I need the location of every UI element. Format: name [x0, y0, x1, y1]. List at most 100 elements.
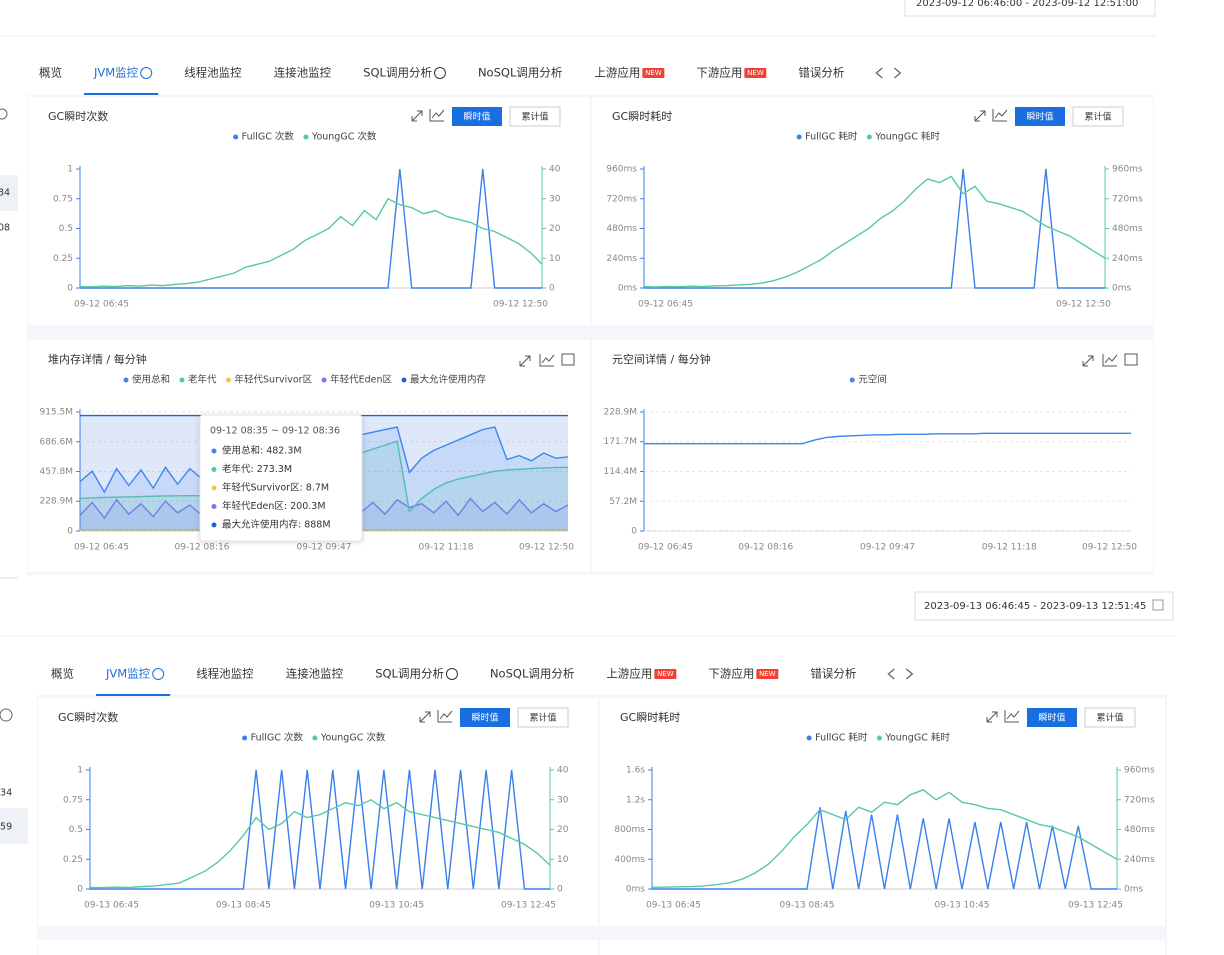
tooltip-marker: [211, 448, 217, 454]
chart-title: GC瞬时耗时: [620, 711, 680, 724]
legend-marker: [401, 377, 407, 383]
button[interactable]: [517, 707, 569, 728]
y-tick-label: 0.5: [69, 825, 83, 835]
sidebar-item: 959: [0, 822, 12, 833]
button-primary[interactable]: [460, 708, 510, 727]
tab[interactable]: SQL调用分析: [375, 667, 444, 681]
new-badge-text: NEW: [645, 69, 662, 77]
date-range-box[interactable]: [914, 591, 1174, 621]
calendar-icon[interactable]: [1152, 599, 1164, 611]
x-tick-label: 09-13 10:45: [369, 901, 424, 911]
legend-label: YoungGC 次数: [311, 131, 377, 143]
tab[interactable]: JVM监控: [93, 66, 139, 80]
tab[interactable]: 连接池监控: [286, 667, 344, 681]
y-tick-label: 0: [67, 527, 73, 537]
date-range[interactable]: 2023-09-13 06:46:45 - 2023-09-13 12:51:4…: [924, 601, 1146, 612]
y2-tick-label: 240ms: [1124, 855, 1155, 865]
tooltip-item: 最大允许使用内存: 888M: [222, 519, 331, 531]
y-tick-label: 960ms: [606, 165, 637, 175]
x-tick-label: 09-12 09:47: [860, 543, 915, 553]
legend-marker: [849, 377, 855, 383]
y2-tick-label: 40: [549, 165, 561, 175]
legend-label: FullGC 次数: [242, 131, 295, 143]
y2-tick-label: 240ms: [1112, 254, 1143, 264]
button[interactable]: [1072, 106, 1124, 127]
button-text: 瞬时值: [471, 712, 498, 724]
scroll-arrows[interactable]: [887, 668, 914, 680]
y-tick-label: 0.75: [53, 194, 73, 204]
table-icon[interactable]: [561, 353, 575, 366]
tab[interactable]: 线程池监控: [196, 667, 254, 681]
tab[interactable]: 上游应用: [594, 66, 640, 80]
tab[interactable]: SQL调用分析: [363, 66, 432, 80]
chart-title: GC瞬时耗时: [612, 110, 672, 123]
tab[interactable]: 连接池监控: [274, 66, 332, 80]
date-range[interactable]: 2023-09-12 06:46:00 - 2023-09-12 12:51:0…: [916, 0, 1138, 9]
line-chart-icon[interactable]: [429, 109, 445, 122]
button-primary[interactable]: [1027, 708, 1077, 727]
tab[interactable]: 错误分析: [810, 667, 856, 681]
search-icon[interactable]: [0, 108, 8, 120]
x-tick-label: 09-13 08:45: [780, 901, 835, 911]
expand-icon[interactable]: [986, 711, 998, 723]
tab[interactable]: 下游应用: [696, 66, 742, 80]
y-tick-label: 171.7M: [603, 437, 637, 447]
y2-tick-label: 0: [549, 284, 555, 294]
line-chart-icon[interactable]: [992, 109, 1008, 122]
x-tick-label: 09-13 12:45: [501, 901, 556, 911]
tab[interactable]: 错误分析: [798, 66, 844, 80]
y-tick-label: 457.8M: [39, 467, 73, 477]
chart-card: [600, 940, 1165, 955]
tooltip-marker: [211, 467, 217, 472]
line-chart-icon[interactable]: [437, 710, 453, 723]
sidebar-selected: [0, 808, 28, 844]
tab[interactable]: NoSQL调用分析: [478, 66, 562, 80]
x-tick-label: 09-12 06:45: [638, 543, 693, 553]
y2-tick-label: 10: [557, 855, 569, 865]
x-tick-label: 09-13 10:45: [935, 901, 990, 911]
tab[interactable]: 线程池监控: [184, 66, 242, 80]
y-tick-label: 0: [631, 527, 637, 537]
expand-icon[interactable]: [974, 110, 986, 122]
tab[interactable]: 概览: [39, 66, 62, 80]
date-range-box[interactable]: [904, 0, 1156, 17]
series-line: [644, 168, 1105, 289]
expand-icon[interactable]: [411, 110, 423, 122]
tooltip-marker: [211, 504, 217, 509]
tab[interactable]: 概览: [51, 667, 74, 681]
y-tick-label: 800ms: [614, 825, 645, 835]
line-chart-icon[interactable]: [1102, 354, 1118, 367]
button-primary[interactable]: [452, 107, 502, 126]
scroll-arrows[interactable]: [875, 67, 902, 79]
x-tick-label: 09-13 06:45: [84, 901, 139, 911]
expand-icon[interactable]: [1082, 355, 1094, 367]
legend-marker: [876, 735, 882, 741]
y-tick-label: 0: [67, 284, 73, 294]
legend-marker: [303, 134, 309, 140]
y-tick-label: 228.9M: [39, 497, 73, 507]
tab[interactable]: NoSQL调用分析: [490, 667, 574, 681]
help-icon: [445, 668, 458, 680]
chart-title: GC瞬时次数: [48, 109, 108, 123]
x-tick-label: 09-12 06:45: [74, 300, 129, 310]
button-primary[interactable]: [1015, 107, 1065, 126]
tab[interactable]: 上游应用: [606, 667, 652, 681]
tab[interactable]: JVM监控: [105, 667, 151, 681]
y-tick-label: 228.9M: [603, 408, 637, 418]
x-tick-label: 09-12 11:18: [419, 543, 474, 553]
button[interactable]: [509, 106, 561, 127]
y-tick-label: 1.2s: [626, 795, 645, 805]
y-tick-label: 0ms: [626, 885, 645, 895]
line-chart-icon[interactable]: [539, 354, 555, 367]
y-tick-label: 0.25: [63, 855, 83, 865]
tab[interactable]: 下游应用: [708, 667, 754, 681]
tooltip-item: 老年代: 273.3M: [222, 463, 292, 475]
expand-icon[interactable]: [519, 355, 531, 367]
table-icon[interactable]: [1124, 353, 1138, 366]
expand-icon[interactable]: [419, 711, 431, 723]
y-tick-label: 0: [77, 885, 83, 895]
line-chart-icon[interactable]: [1004, 710, 1020, 723]
button[interactable]: [1084, 707, 1136, 728]
series-line: [90, 798, 551, 889]
search-icon[interactable]: [0, 708, 13, 722]
